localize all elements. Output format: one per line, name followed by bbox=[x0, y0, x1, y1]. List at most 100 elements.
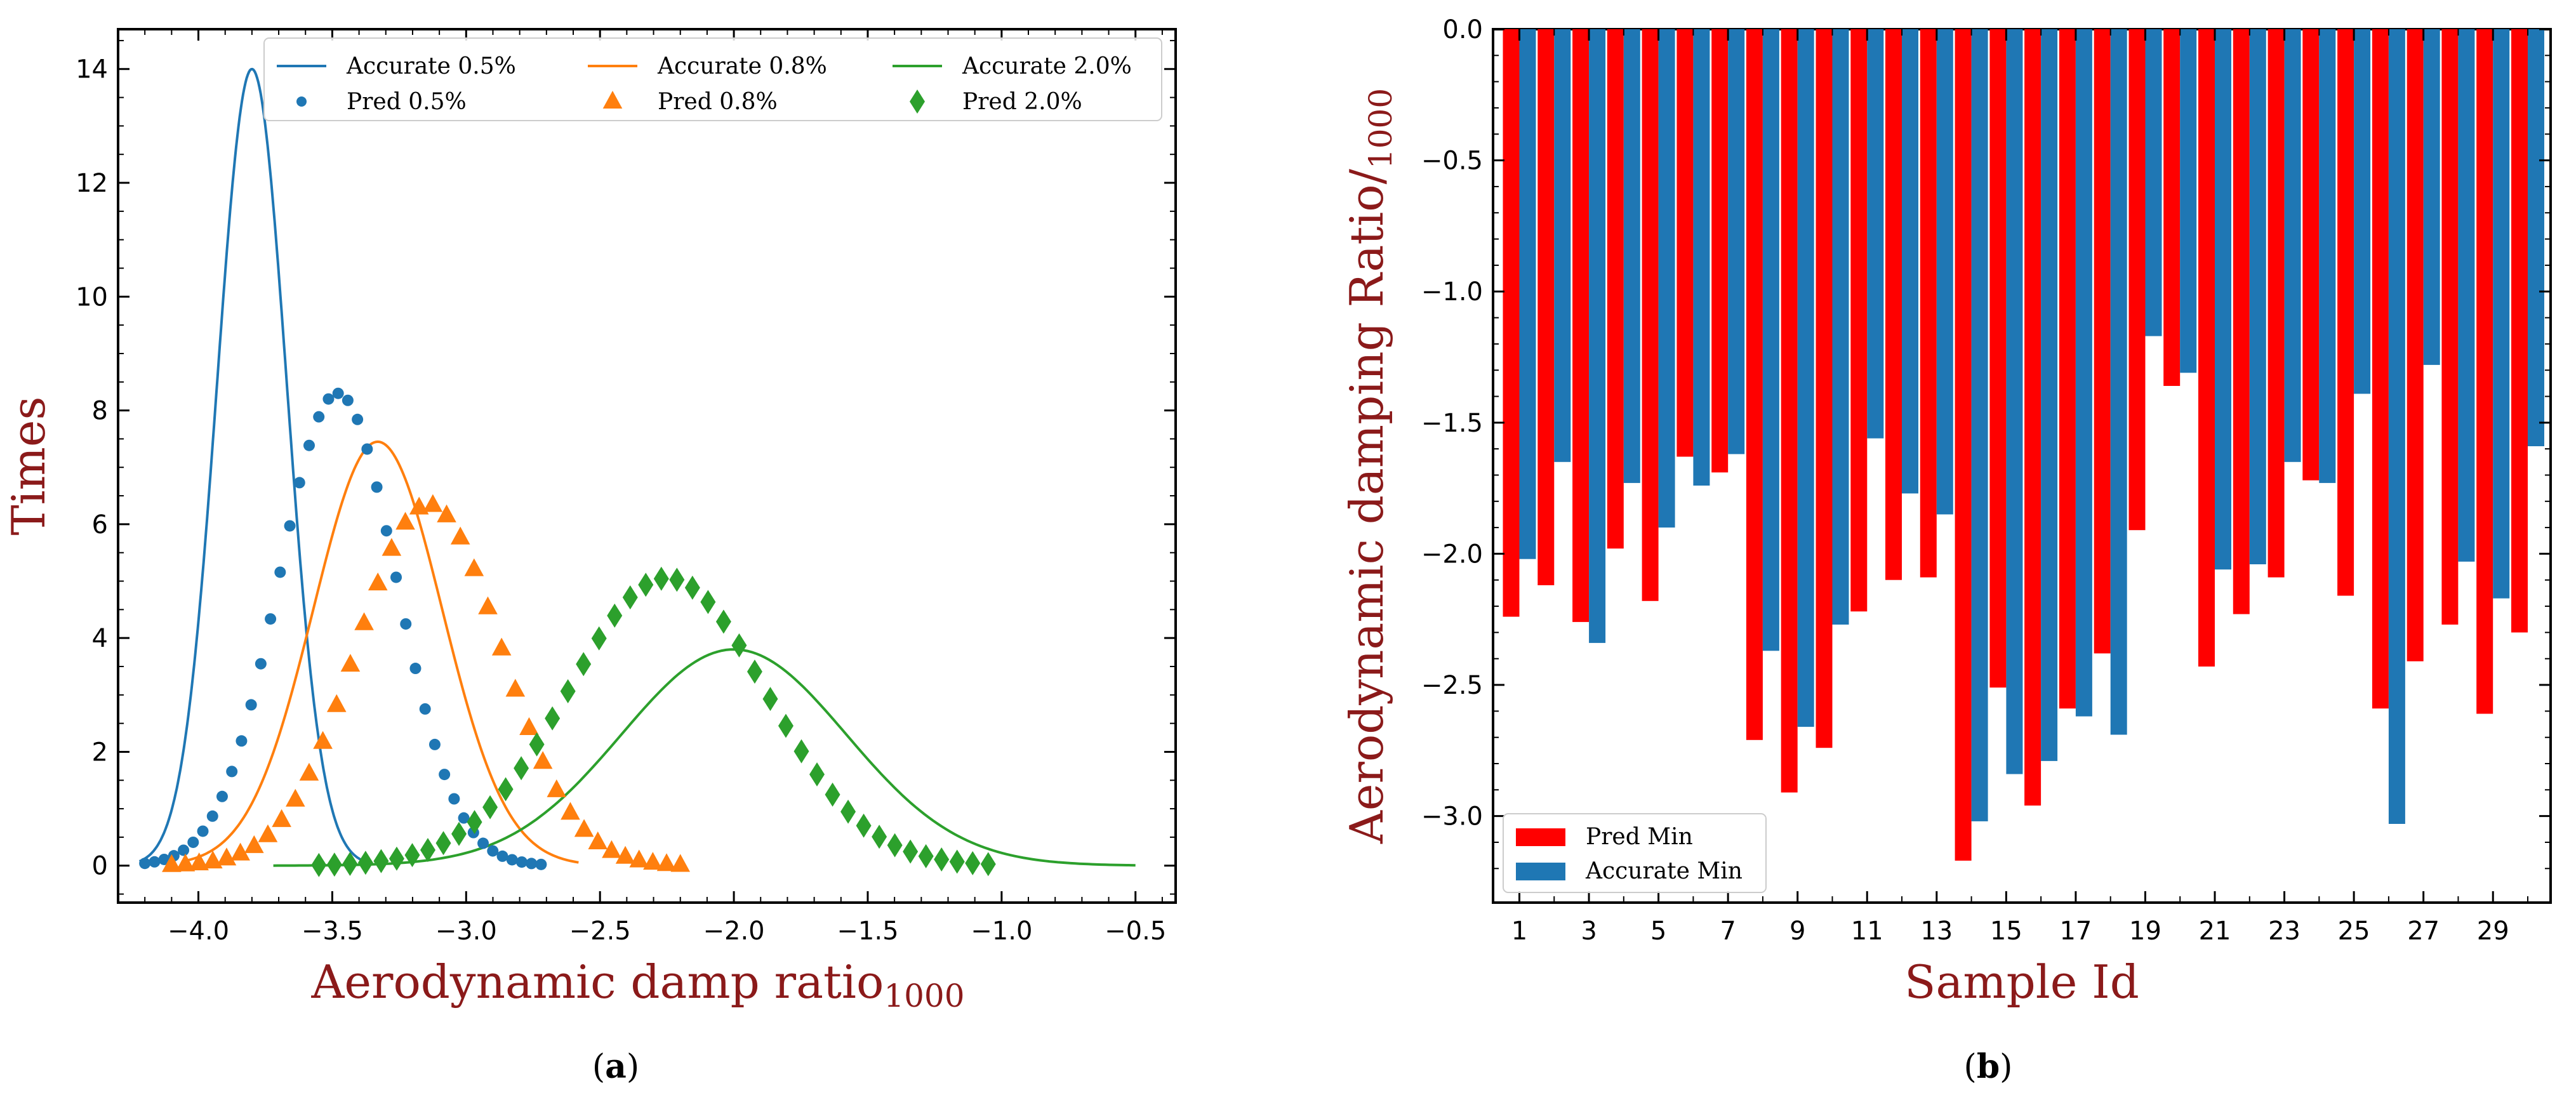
bar-accurate-min bbox=[2493, 29, 2510, 599]
panel-a-ytick-label: 4 bbox=[92, 624, 108, 653]
point-pred-0-5 bbox=[371, 481, 383, 493]
point-pred-0-5 bbox=[139, 858, 151, 870]
point-pred-0-5 bbox=[265, 613, 277, 625]
bar-pred-min bbox=[1920, 29, 1937, 578]
point-pred-0-5 bbox=[149, 856, 161, 868]
point-pred-2-0 bbox=[918, 844, 934, 868]
bar-pred-min bbox=[1955, 29, 1972, 861]
legend-swatch-pred-2-0 bbox=[910, 89, 925, 114]
legend-label-accurate-0-8: Accurate 0.8% bbox=[657, 53, 827, 79]
point-pred-0-8 bbox=[574, 819, 594, 837]
bar-pred-min bbox=[1781, 29, 1798, 793]
panel-b-xtick-label: 13 bbox=[1920, 917, 1953, 946]
point-pred-0-8 bbox=[423, 494, 443, 512]
panel-b-ylabel: Aerodynamic damping Ratio/1000 bbox=[1340, 88, 1399, 844]
bar-accurate-min bbox=[1936, 29, 1953, 515]
point-pred-2-0 bbox=[467, 810, 482, 835]
bar-pred-min bbox=[2198, 29, 2215, 667]
point-pred-2-0 bbox=[653, 566, 669, 591]
panel-b-xtick-label: 3 bbox=[1581, 917, 1597, 946]
legend-swatch-pred-0-5 bbox=[296, 96, 307, 107]
point-pred-0-8 bbox=[656, 853, 677, 872]
bar-accurate-min bbox=[2145, 29, 2162, 336]
point-pred-2-0 bbox=[420, 838, 435, 863]
bar-accurate-min bbox=[2041, 29, 2058, 761]
point-pred-0-8 bbox=[189, 852, 209, 871]
legend-swatch-accurate-min bbox=[1516, 863, 1565, 880]
point-pred-0-5 bbox=[487, 845, 499, 857]
point-pred-0-5 bbox=[535, 858, 547, 870]
panel-a-ytick-label: 10 bbox=[76, 282, 108, 312]
bar-accurate-min bbox=[2006, 29, 2023, 774]
bar-pred-min bbox=[1503, 29, 1520, 617]
point-pred-2-0 bbox=[638, 573, 654, 597]
point-pred-2-0 bbox=[514, 756, 529, 781]
point-pred-0-8 bbox=[395, 512, 415, 530]
point-pred-0-5 bbox=[419, 703, 431, 715]
point-pred-0-8 bbox=[258, 824, 278, 842]
point-pred-2-0 bbox=[482, 795, 498, 819]
point-pred-0-8 bbox=[409, 496, 429, 515]
point-pred-0-5 bbox=[332, 387, 344, 399]
point-pred-2-0 bbox=[451, 821, 467, 846]
point-pred-0-5 bbox=[187, 836, 199, 848]
point-pred-0-5 bbox=[322, 393, 335, 405]
panel-a-xtick-label: −3.0 bbox=[435, 917, 497, 946]
point-pred-2-0 bbox=[622, 585, 638, 610]
panel-b-ytick-label: −2.5 bbox=[1421, 671, 1483, 700]
point-pred-0-8 bbox=[450, 526, 470, 545]
panel-a-ytick-label: 8 bbox=[92, 397, 108, 426]
point-pred-2-0 bbox=[980, 852, 996, 877]
panel-a-ytick-label: 6 bbox=[92, 510, 108, 540]
point-pred-2-0 bbox=[529, 732, 545, 757]
panel-b-chart: 0.0−0.5−1.0−1.5−2.0−2.5−3.01 3 5 7 9 11 13 15 17… bbox=[1340, 15, 2552, 1086]
panel-a-ytick-label: 2 bbox=[92, 738, 108, 767]
panel-b-ytick-label: −0.5 bbox=[1421, 147, 1483, 176]
point-pred-2-0 bbox=[326, 852, 342, 877]
panel-b-xtick-label: 29 bbox=[2477, 917, 2509, 946]
panel-b-xtick-label: 17 bbox=[2059, 917, 2092, 946]
point-pred-2-0 bbox=[856, 813, 872, 838]
point-pred-0-8 bbox=[162, 854, 182, 872]
bar-pred-min bbox=[2233, 29, 2250, 614]
point-pred-2-0 bbox=[545, 706, 561, 731]
point-pred-0-5 bbox=[216, 790, 228, 802]
point-pred-0-5 bbox=[409, 663, 422, 675]
bar-pred-min bbox=[1850, 29, 1868, 612]
legend-label-pred-2-0: Pred 2.0% bbox=[962, 89, 1082, 115]
legend-swatch-pred-min bbox=[1516, 828, 1565, 846]
point-pred-0-5 bbox=[352, 413, 364, 425]
panel-a-legend-box bbox=[263, 37, 1162, 121]
bar-accurate-min bbox=[1519, 29, 1536, 559]
bar-pred-min bbox=[2511, 29, 2528, 633]
panel-a-ytick-label: 12 bbox=[76, 169, 108, 198]
point-pred-0-5 bbox=[206, 810, 218, 822]
point-pred-0-5 bbox=[197, 825, 209, 837]
panel-a-ytick-label: 14 bbox=[76, 55, 108, 84]
point-pred-0-8 bbox=[561, 802, 580, 820]
bar-pred-min bbox=[1642, 29, 1659, 601]
panel-b-xtick-label: 15 bbox=[1990, 917, 2022, 946]
point-pred-0-8 bbox=[175, 853, 196, 872]
point-pred-0-5 bbox=[255, 658, 267, 670]
bar-pred-min bbox=[2337, 29, 2354, 596]
panel-b-legend: Pred Min Accurate Min bbox=[1503, 813, 1767, 893]
panel-b-xtick-label: 27 bbox=[2407, 917, 2440, 946]
legend-label-accurate-2-0: Accurate 2.0% bbox=[962, 53, 1132, 79]
panel-a-xlabel: Aerodynamic damp ratio1000 bbox=[310, 955, 964, 1014]
point-pred-0-5 bbox=[313, 411, 325, 423]
bar-accurate-min bbox=[1762, 29, 1779, 651]
point-pred-2-0 bbox=[342, 852, 358, 877]
point-pred-0-8 bbox=[478, 596, 498, 614]
point-pred-0-5 bbox=[245, 699, 257, 711]
point-pred-0-8 bbox=[368, 573, 388, 591]
point-pred-0-5 bbox=[303, 439, 315, 451]
bar-accurate-min bbox=[1867, 29, 1884, 439]
bar-pred-min bbox=[1607, 29, 1624, 549]
point-pred-2-0 bbox=[498, 777, 514, 802]
panel-b-xtick-label: 23 bbox=[2268, 917, 2300, 946]
panel-b-legend-box bbox=[1503, 813, 1767, 893]
point-pred-2-0 bbox=[607, 603, 623, 628]
panel-b-xtick-label: 25 bbox=[2338, 917, 2370, 946]
point-pred-2-0 bbox=[715, 609, 731, 634]
